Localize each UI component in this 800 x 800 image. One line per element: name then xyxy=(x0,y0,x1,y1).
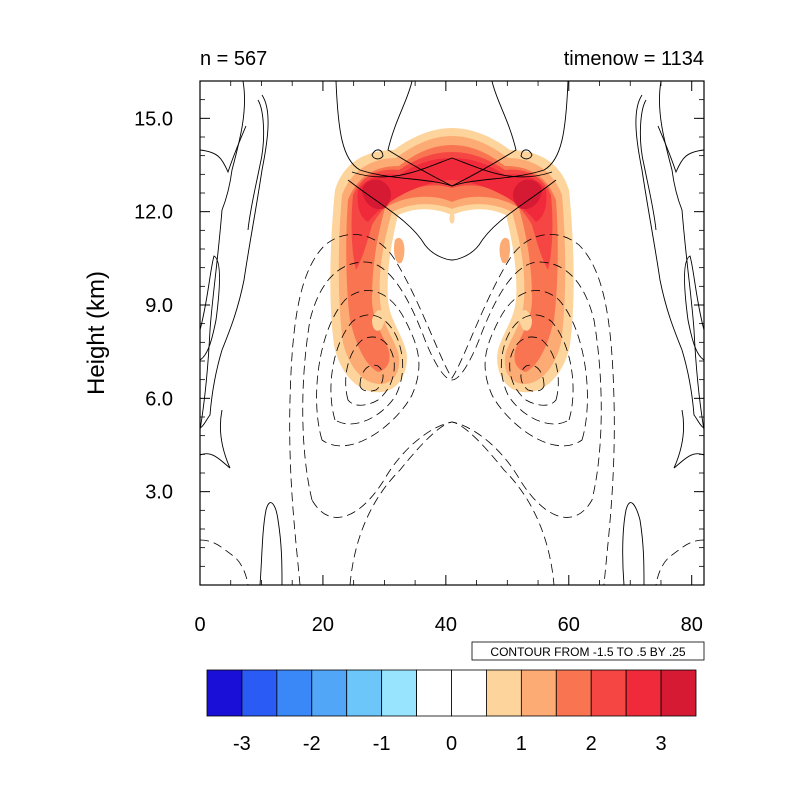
colorbar-box xyxy=(486,669,522,717)
contour-line xyxy=(635,94,704,429)
contour-line xyxy=(200,94,269,429)
contour-line xyxy=(520,149,533,160)
filled-patch xyxy=(449,212,455,224)
contour-line xyxy=(622,502,645,585)
title-right: timenow = 1134 xyxy=(564,48,704,70)
x-tick-label: 0 xyxy=(194,614,205,636)
x-tick-label: 20 xyxy=(312,614,334,636)
colorbar-box xyxy=(311,669,348,717)
contour-line xyxy=(200,81,245,431)
contour-info-text: CONTOUR FROM -1.5 TO .5 BY .25 xyxy=(490,645,685,659)
colorbar-box xyxy=(381,669,417,717)
colorbar-tick-label: 1 xyxy=(516,733,527,755)
contour-info-frame xyxy=(471,641,705,661)
contour-line xyxy=(316,290,420,447)
contour-line xyxy=(371,149,384,160)
filled-patch xyxy=(519,310,532,331)
contour-line xyxy=(500,314,574,425)
filled-patch xyxy=(393,237,405,264)
contour-line xyxy=(347,179,557,261)
colorbar-box xyxy=(520,669,557,717)
y-tick-label: 12.0 xyxy=(134,202,173,224)
colorbar-tick-label: 0 xyxy=(446,733,457,755)
title-left: n = 567 xyxy=(200,48,267,70)
dashed-contours xyxy=(200,234,704,585)
contour-line xyxy=(659,81,704,431)
contour-line xyxy=(200,409,231,469)
colorbar-tick-label: -3 xyxy=(233,733,251,755)
contour-line xyxy=(247,99,265,231)
y-tick-label: 6.0 xyxy=(145,388,173,410)
colorbar-box xyxy=(451,669,487,717)
contour-line xyxy=(351,157,553,178)
contour-info-box: CONTOUR FROM -1.5 TO .5 BY .25 xyxy=(471,641,705,661)
colorbar-box xyxy=(625,669,662,717)
colorbar-tick-label: 2 xyxy=(586,733,597,755)
contour-line xyxy=(387,81,517,187)
filled-patch xyxy=(499,237,511,264)
contour-line xyxy=(259,502,283,585)
colorbar-box xyxy=(590,669,627,717)
filled-patch xyxy=(372,310,385,331)
colorbar-box xyxy=(206,669,243,717)
colorbar-box xyxy=(346,669,383,717)
filled-level-6 xyxy=(362,179,542,210)
contour-line xyxy=(349,421,555,585)
y-tick-label: 3.0 xyxy=(145,482,173,504)
colorbar-box xyxy=(416,669,452,717)
colorbar-box xyxy=(241,669,278,717)
y-tick-label: 9.0 xyxy=(145,295,173,317)
colorbar-tick-label: -2 xyxy=(303,733,321,755)
contour-line xyxy=(345,336,395,406)
y-axis: 3.0 6.0 9.0 12.0 15.0 xyxy=(134,80,704,567)
y-axis-label: Height (km) xyxy=(83,271,110,395)
y-tick-label: 15.0 xyxy=(134,108,173,130)
colorbar-box xyxy=(276,669,313,717)
contour-line xyxy=(684,255,704,361)
contour-line xyxy=(657,125,704,174)
x-tick-label: 40 xyxy=(435,614,457,636)
contour-line xyxy=(359,364,384,392)
colorbar-box xyxy=(555,669,592,717)
contour-line xyxy=(200,125,247,174)
colorbar-tick-label: 3 xyxy=(656,733,667,755)
x-tick-label: 60 xyxy=(558,614,580,636)
contour-line xyxy=(639,99,657,231)
contour-line xyxy=(330,314,404,425)
x-axis: 0 20 40 60 80 xyxy=(194,81,703,636)
x-tick-label: 80 xyxy=(681,614,703,636)
filled-contours xyxy=(330,128,574,393)
contour-line xyxy=(673,409,704,469)
colorbar-tick-label: -1 xyxy=(373,733,391,755)
colorbar-box xyxy=(660,669,697,717)
contour-line xyxy=(484,290,588,447)
colorbar: -3 -2 -1 0 1 2 3 xyxy=(206,669,697,755)
contour-line xyxy=(509,336,559,406)
solid-contours xyxy=(200,81,704,585)
contour-line xyxy=(200,255,220,361)
contour-line xyxy=(520,364,545,392)
contour-line xyxy=(655,539,704,585)
plot-frame xyxy=(199,80,705,586)
plot-area xyxy=(200,81,704,585)
filled-level-3 xyxy=(346,145,558,372)
contour-line xyxy=(200,539,249,585)
contour-line xyxy=(289,234,615,585)
